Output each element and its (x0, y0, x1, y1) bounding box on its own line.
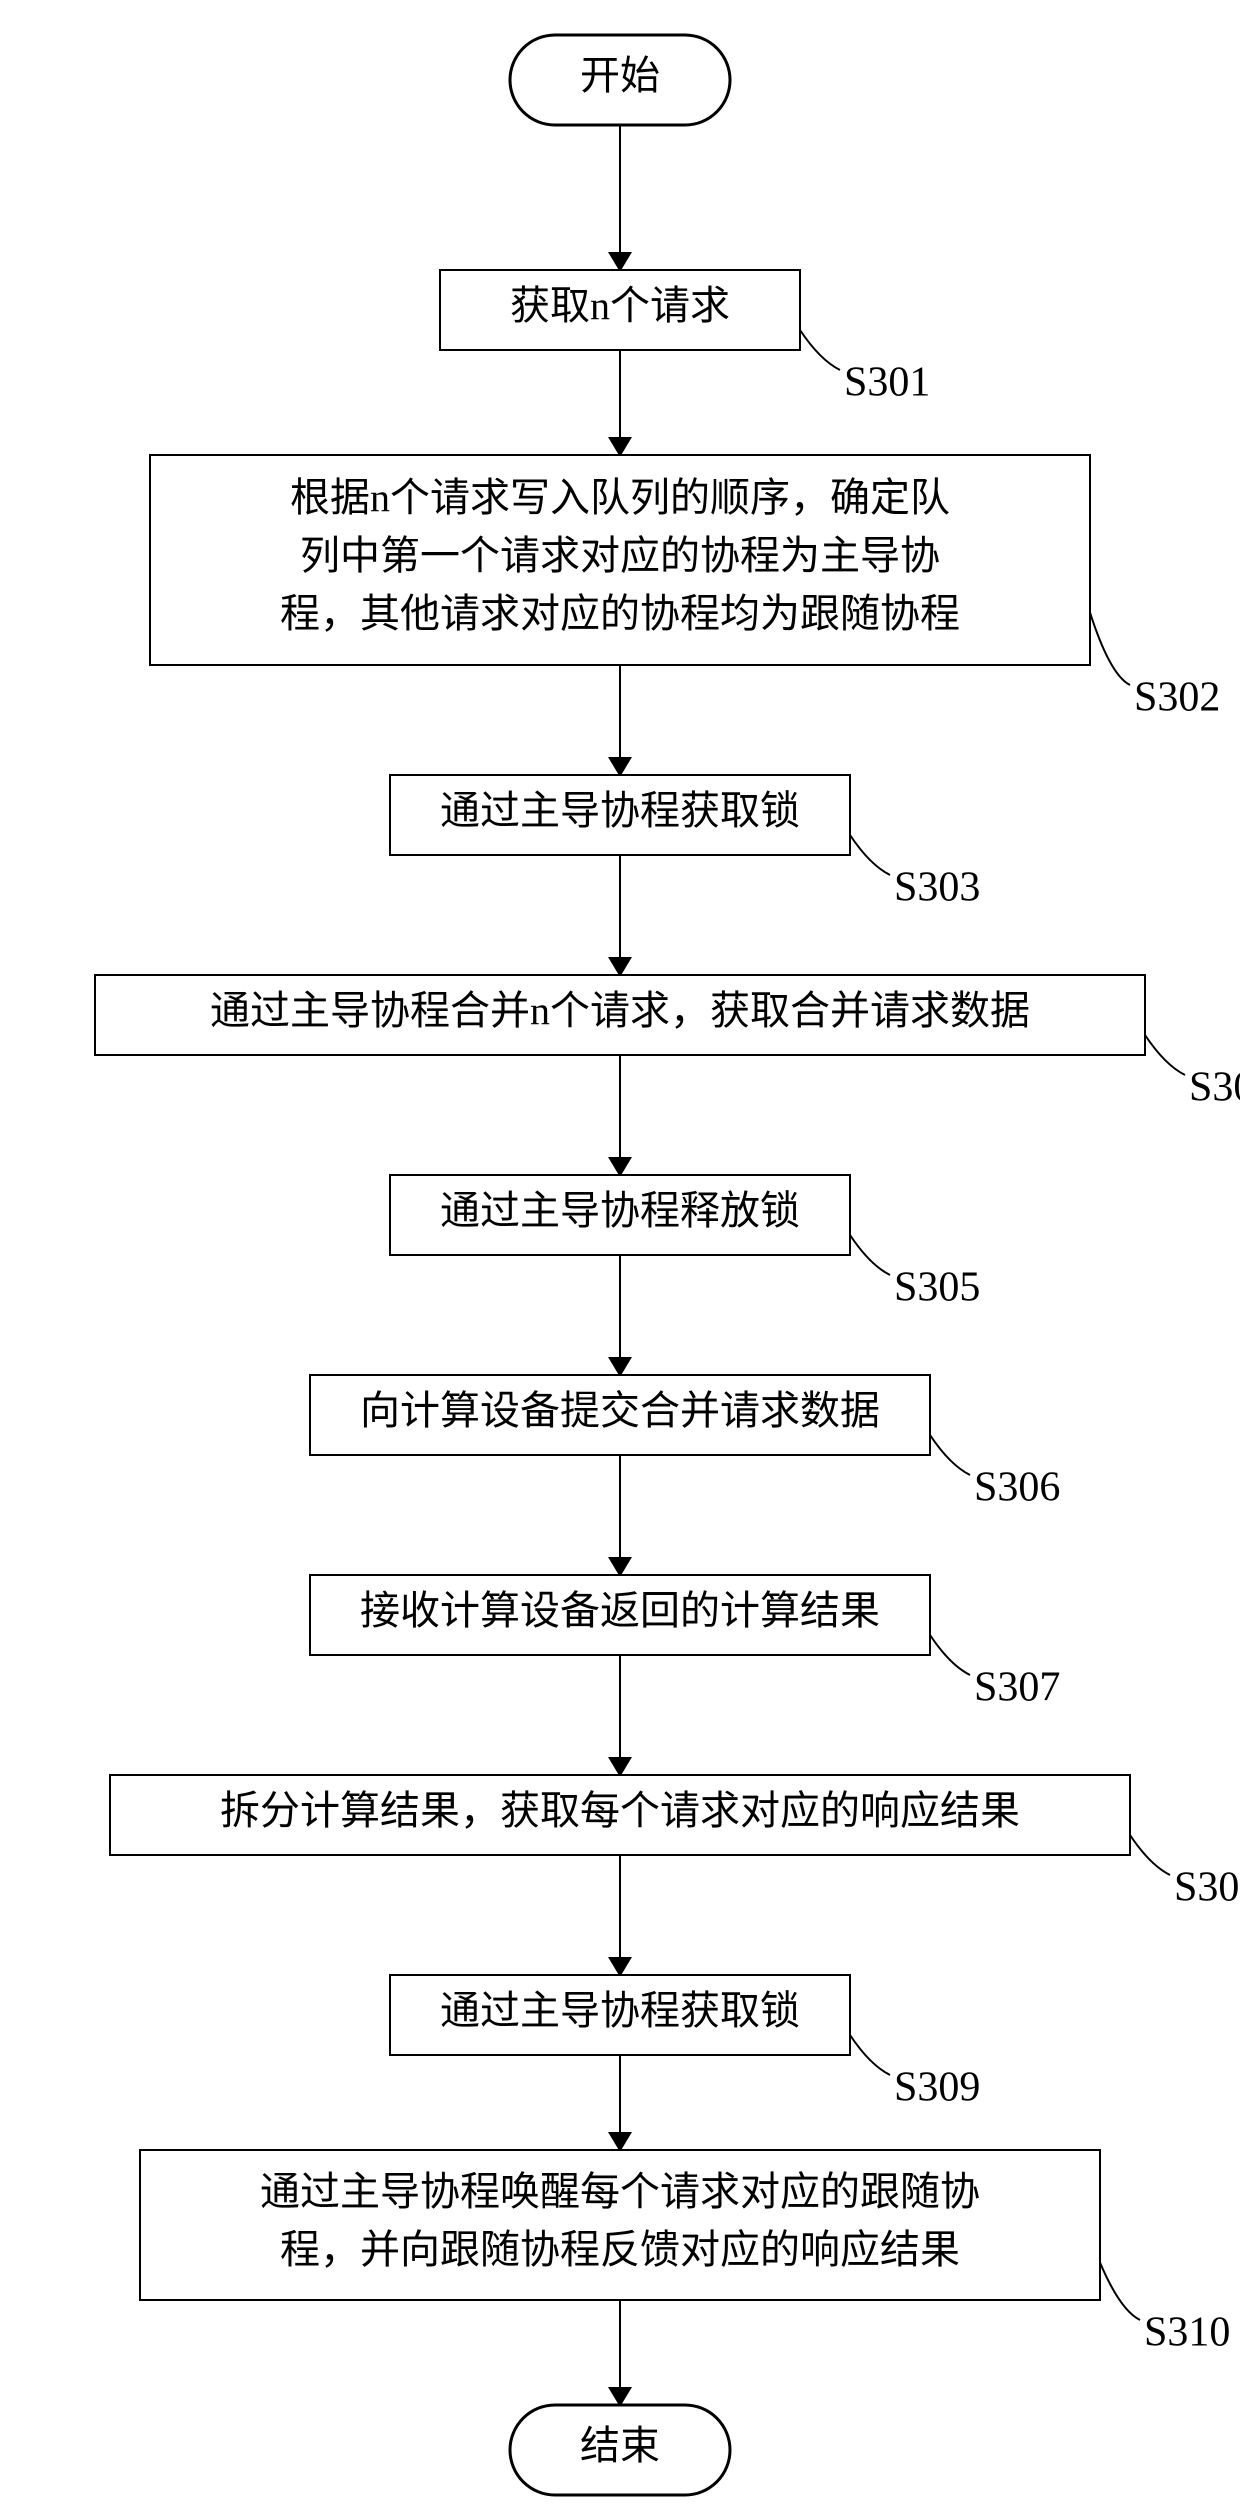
node-text: 通过主导协程唤醒每个请求对应的跟随协 (260, 2169, 980, 2214)
process-step-S310: 通过主导协程唤醒每个请求对应的跟随协程，并向跟随协程反馈对应的响应结果 (140, 2150, 1100, 2300)
step-connector (800, 330, 840, 370)
step-label: S302 (1134, 675, 1220, 721)
node-text: 根据n个请求写入队列的顺序，确定队 (290, 475, 950, 520)
node-text: 通过主导协程合并n个请求，获取合并请求数据 (210, 988, 1030, 1033)
step-connector (850, 1235, 890, 1275)
step-connector (930, 1635, 970, 1675)
node-text: 拆分计算结果，获取每个请求对应的响应结果 (220, 1788, 1020, 1833)
end-terminator: 结束 (510, 2405, 730, 2495)
step-connector (1130, 1835, 1170, 1875)
node-text: 结束 (580, 2423, 660, 2468)
process-step-S309: 通过主导协程获取锁 (390, 1975, 850, 2055)
node-text: 开始 (580, 53, 660, 98)
node-text: 获取n个请求 (510, 283, 730, 328)
process-step-S303: 通过主导协程获取锁 (390, 775, 850, 855)
node-text: 程，其他请求对应的协程均为跟随协程 (280, 591, 960, 636)
step-connector (930, 1435, 970, 1475)
step-label: S309 (894, 2065, 980, 2111)
node-text: 向计算设备提交合并请求数据 (360, 1388, 880, 1433)
node-text: 接收计算设备返回的计算结果 (360, 1588, 880, 1633)
step-label: S303 (894, 865, 980, 911)
start-terminator: 开始 (510, 35, 730, 125)
step-connector (1100, 2263, 1140, 2321)
process-step-S305: 通过主导协程释放锁 (390, 1175, 850, 1255)
process-step-S307: 接收计算设备返回的计算结果 (310, 1575, 930, 1655)
step-label: S305 (894, 1265, 980, 1311)
process-step-S302: 根据n个请求写入队列的顺序，确定队列中第一个请求对应的协程为主导协程，其他请求对… (150, 455, 1090, 665)
node-text: 通过主导协程获取锁 (440, 1988, 800, 2033)
process-step-S306: 向计算设备提交合并请求数据 (310, 1375, 930, 1455)
node-text: 通过主导协程释放锁 (440, 1188, 800, 1233)
process-step-S304: 通过主导协程合并n个请求，获取合并请求数据 (95, 975, 1145, 1055)
node-text: 通过主导协程获取锁 (440, 788, 800, 833)
process-step-S308: 拆分计算结果，获取每个请求对应的响应结果 (110, 1775, 1130, 1855)
step-connector (850, 2035, 890, 2075)
process-step-S301: 获取n个请求 (440, 270, 800, 350)
step-label: S304 (1189, 1065, 1240, 1111)
step-label: S308 (1174, 1865, 1240, 1911)
step-label: S310 (1144, 2310, 1230, 2356)
step-connector (850, 835, 890, 875)
flowchart: 开始获取n个请求 S301 根据n个请求写入队列的顺序，确定队列中第一个请求对应的协… (0, 0, 1240, 2516)
node-text: 列中第一个请求对应的协程为主导协 (300, 533, 940, 578)
node-text: 程，并向跟随协程反馈对应的响应结果 (280, 2227, 960, 2272)
step-connector (1145, 1035, 1185, 1075)
step-label: S306 (974, 1465, 1060, 1511)
step-label: S307 (974, 1665, 1060, 1711)
step-label: S301 (844, 360, 930, 406)
step-connector (1090, 613, 1130, 686)
